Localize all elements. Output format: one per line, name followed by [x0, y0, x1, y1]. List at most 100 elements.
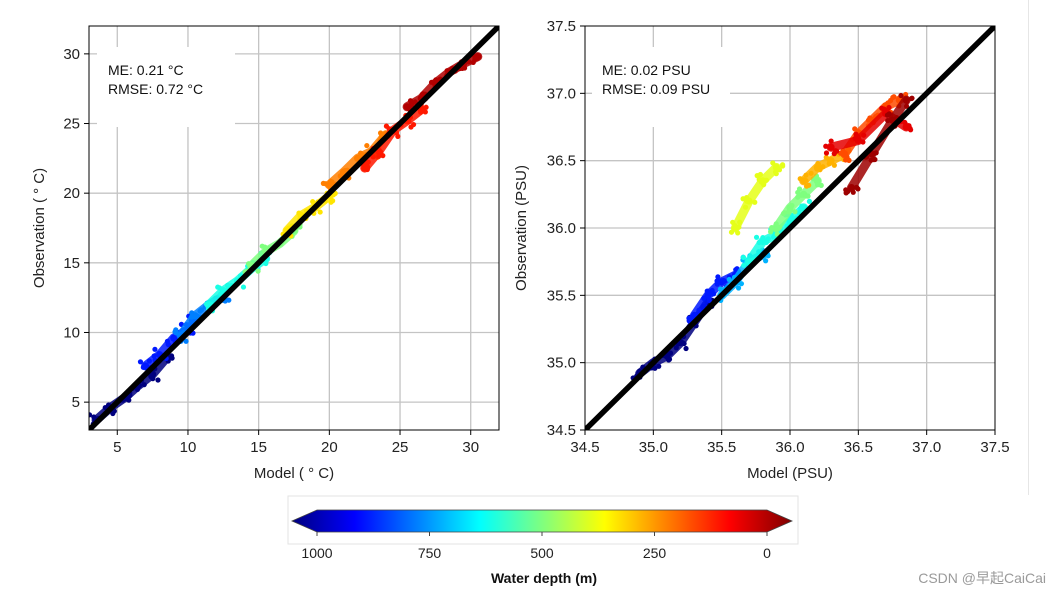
salinity-scatter-dot — [861, 132, 867, 138]
salinity-scatter-dot — [890, 94, 896, 101]
temperature-scatter-dot — [141, 382, 147, 388]
salinity-scatter-dot — [656, 363, 662, 369]
temperature-scatter-dot — [317, 209, 323, 215]
temperature-stats-box — [97, 47, 235, 127]
salinity-scatter-dot — [881, 106, 887, 112]
salinity-x-axis-label: Model (PSU) — [747, 465, 833, 482]
salinity-scatter-dot — [756, 239, 762, 246]
salinity-scatter-dot — [673, 345, 679, 351]
temperature-scatter-dot — [156, 350, 162, 357]
salinity-scatter-dot — [652, 365, 658, 371]
salinity-ticks: 34.5 35.0 35.5 36.0 36.5 37.0 37.5 34.5 35.0 35.5… — [547, 18, 1010, 456]
temperature-scatter-dot — [406, 119, 412, 125]
salinity-series-trace — [771, 176, 822, 233]
salinity-scatter-dot — [885, 117, 891, 124]
temperature-y-tick-label: 10 — [63, 324, 80, 341]
salinity-scatter-dot — [715, 274, 721, 280]
temperature-scatter-dot — [364, 142, 370, 149]
salinity-scatter-dot — [909, 95, 915, 101]
salinity-scatter-dot — [732, 222, 738, 229]
salinity-data-point — [847, 184, 856, 192]
colorbar-body — [291, 509, 793, 533]
temperature-scatter-dot — [240, 284, 247, 290]
salinity-scatter-dot — [701, 295, 707, 301]
salinity-scatter-dot — [823, 143, 829, 149]
salinity-series-trace — [730, 162, 781, 233]
salinity-scatter-dot — [761, 182, 767, 188]
salinity-scatter-dot — [776, 167, 783, 173]
temperature-scatter-dot — [376, 153, 382, 159]
salinity-stats-box — [592, 47, 730, 127]
salinity-scatter-dot — [852, 135, 858, 142]
salinity-scatter-dot — [815, 161, 821, 167]
salinity-scatter-dot — [860, 139, 866, 145]
salinity-scatter-dot — [742, 204, 749, 210]
salinity-y-tick-label: 35.0 — [547, 355, 576, 372]
temperature-y-tick-label: 30 — [63, 46, 80, 63]
temperature-scatter-dot — [140, 364, 146, 370]
salinity-scatter-dot — [852, 126, 858, 132]
salinity-y-tick-label: 37.0 — [547, 85, 576, 102]
salinity-scatter-dot — [867, 115, 873, 121]
salinity-scatter-dot — [903, 103, 910, 109]
salinity-scatter-dot — [831, 162, 837, 168]
temperature-plot-frame — [88, 25, 500, 431]
temperature-scatter-dot — [215, 284, 221, 290]
salinity-scatter-dot — [735, 285, 742, 291]
temperature-x-tick-label: 25 — [392, 439, 409, 456]
salinity-panel: ME: 0.02 PSU RMSE: 0.09 PSU 34.5 35.0 35.5… — [513, 18, 1010, 482]
temperature-scatter-dot — [365, 159, 371, 165]
salinity-scatter-dot — [681, 340, 687, 347]
salinity-scatter-dot — [757, 171, 763, 178]
salinity-y-tick-label: 36.0 — [547, 220, 576, 237]
temperature-scatter-dot — [126, 397, 132, 403]
colorbar-tick-label: 1000 — [301, 545, 332, 561]
salinity-scatter-dot — [773, 171, 779, 177]
salinity-x-tick-label: 36.5 — [844, 439, 873, 456]
salinity-scatter-dot — [763, 239, 769, 245]
temperature-scatter-dot — [383, 123, 390, 129]
salinity-scatter-dot — [736, 224, 742, 230]
salinity-scatter-dot — [800, 205, 806, 211]
salinity-scatter-dot — [781, 210, 788, 216]
salinity-scatter-dot — [796, 186, 803, 192]
salinity-scatter-dot — [714, 278, 720, 284]
temperature-x-tick-label: 5 — [113, 439, 121, 456]
temperature-panel: ME: 0.21 °C RMSE: 0.72 °C 5 10 15 20 25 30 5 10… — [31, 25, 500, 482]
salinity-scatter-dot — [763, 258, 769, 264]
salinity-scatter-dot — [845, 189, 851, 195]
salinity-scatter-dot — [740, 254, 747, 260]
temperature-scatter-dot — [472, 56, 478, 62]
temperature-y-tick-label: 20 — [63, 185, 80, 202]
salinity-scatter-dot — [792, 209, 798, 215]
salinity-scatter-dot — [840, 148, 846, 154]
salinity-me-text: ME: 0.02 PSU — [602, 62, 691, 78]
salinity-scatter-dot — [667, 350, 674, 356]
salinity-scatter-dot — [805, 193, 811, 199]
temperature-scatter-dot — [407, 98, 414, 104]
temperature-scatter-dot — [329, 179, 335, 185]
salinity-scatter-dot — [760, 235, 766, 241]
salinity-scatter-dot — [737, 219, 743, 225]
colorbar-tick-label: 750 — [418, 545, 442, 561]
temperature-scatter-dot — [89, 412, 93, 418]
salinity-scatter-dot — [768, 229, 774, 235]
salinity-scatter-dot — [907, 125, 913, 131]
colorbar: 1000 750 500 250 0 Water depth (m) — [287, 495, 799, 586]
temperature-x-tick-label: 10 — [180, 439, 197, 456]
temperature-scatter-dot — [173, 330, 179, 336]
temperature-scatter-dot — [364, 164, 371, 170]
temperature-scatter-dot — [330, 198, 336, 204]
temperature-scatter-dot — [152, 346, 158, 352]
temperature-scatter-dot — [423, 104, 429, 110]
colorbar-title: Water depth (m) — [491, 570, 597, 586]
temperature-scatter-dot — [420, 91, 426, 97]
salinity-scatter-dot — [776, 224, 783, 230]
salinity-scatter-dot — [828, 158, 834, 164]
temperature-scatter-dot — [337, 173, 343, 179]
temperature-me-text: ME: 0.21 °C — [108, 62, 184, 78]
temperature-scatter-dot — [310, 199, 316, 205]
temperature-scatter-dot — [255, 268, 261, 274]
temperature-scatter-dot — [151, 353, 157, 359]
